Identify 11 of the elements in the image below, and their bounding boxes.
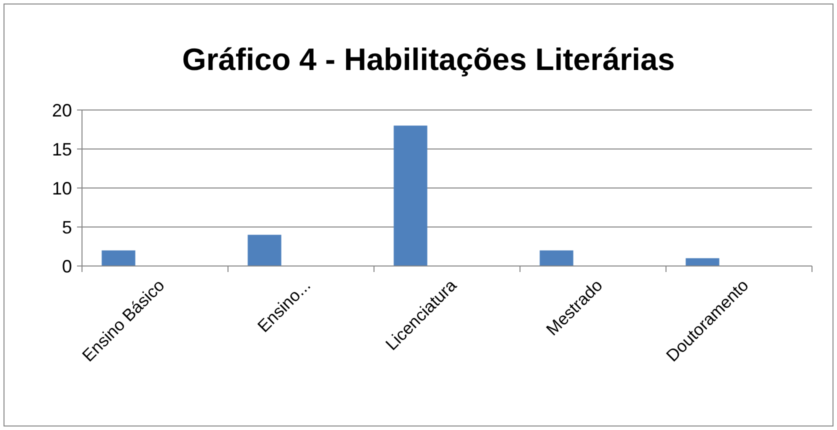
y-tick-label: 20 <box>52 100 72 120</box>
y-tick-label: 10 <box>52 178 72 198</box>
y-tick-label: 5 <box>62 217 72 238</box>
y-tick-label: 0 <box>62 256 72 276</box>
bar <box>248 234 282 266</box>
bar <box>102 250 136 266</box>
bar <box>686 258 720 266</box>
chart-title: Gráfico 4 - Habilitações Literárias <box>182 42 675 77</box>
y-tick-label: 15 <box>52 139 72 160</box>
bar <box>394 126 428 266</box>
bar <box>540 250 574 266</box>
